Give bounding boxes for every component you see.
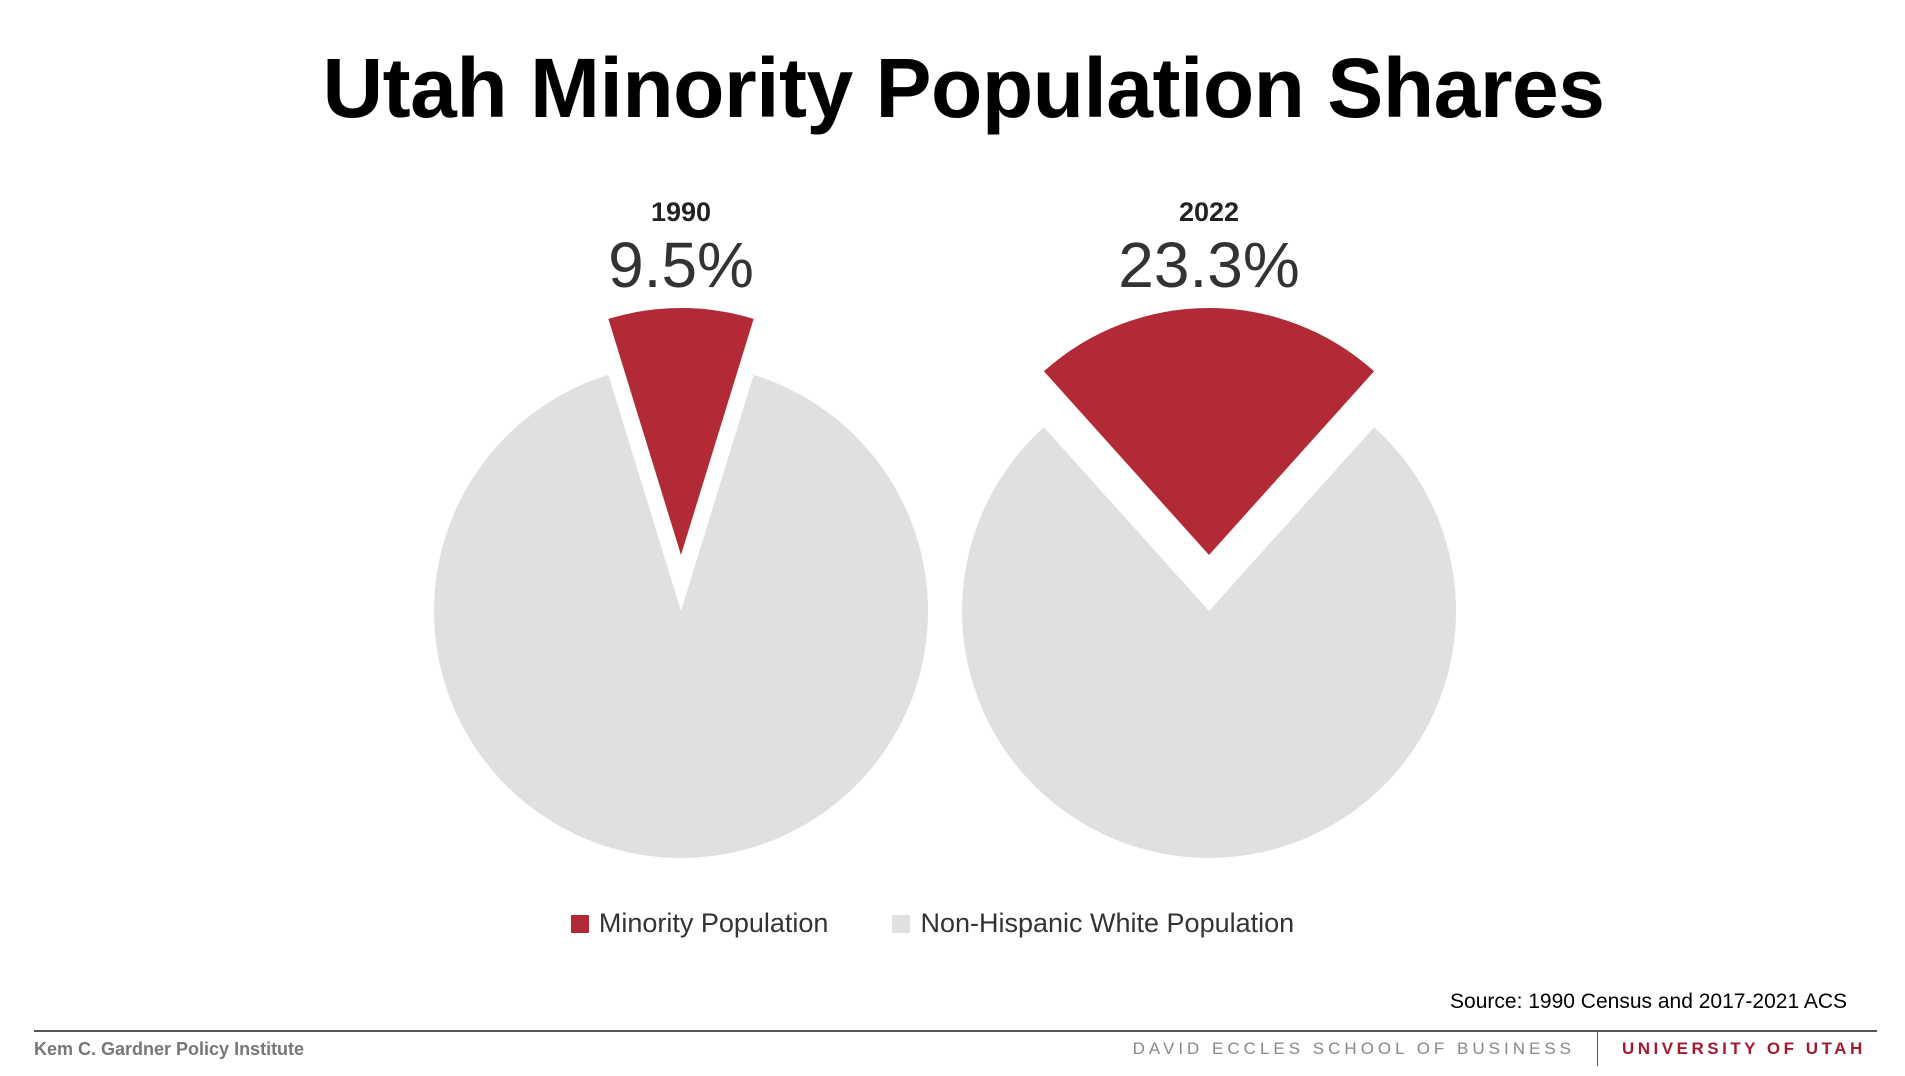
legend-swatch-white bbox=[892, 914, 911, 933]
pie-percent-label: 9.5% bbox=[608, 229, 754, 301]
pie-1990-slice-minority bbox=[608, 308, 754, 555]
source-note: Source: 1990 Census and 2017-2021 ACS bbox=[1450, 990, 1847, 1013]
pie-1990-slice-non-hispanic-white bbox=[434, 374, 929, 859]
pie-year-label: 1990 bbox=[651, 197, 711, 227]
legend: Minority Population Non-Hispanic White P… bbox=[0, 908, 1885, 939]
legend-swatch-minority bbox=[570, 914, 589, 933]
pie-2022-slice-minority bbox=[1043, 307, 1375, 555]
footer-university: UNIVERSITY OF UTAH bbox=[1622, 1039, 1866, 1058]
pie-2022-slice-non-hispanic-white bbox=[962, 427, 1456, 858]
footer-divider bbox=[34, 1030, 1877, 1032]
pie-year-label: 2022 bbox=[1179, 197, 1239, 227]
footer-institute: Kem C. Gardner Policy Institute bbox=[34, 1039, 305, 1059]
legend-item-minority: Minority Population bbox=[570, 908, 829, 939]
chart-title: Utah Minority Population Shares bbox=[322, 41, 1605, 135]
footer-vertical-divider bbox=[1597, 1032, 1598, 1066]
pie-percent-label: 23.3% bbox=[1118, 229, 1299, 301]
footer-school: DAVID ECCLES SCHOOL OF BUSINESS bbox=[1132, 1039, 1575, 1058]
legend-label: Minority Population bbox=[598, 908, 829, 938]
legend-label: Non-Hispanic White Population bbox=[920, 908, 1295, 938]
legend-item-white: Non-Hispanic White Population bbox=[892, 908, 1294, 939]
